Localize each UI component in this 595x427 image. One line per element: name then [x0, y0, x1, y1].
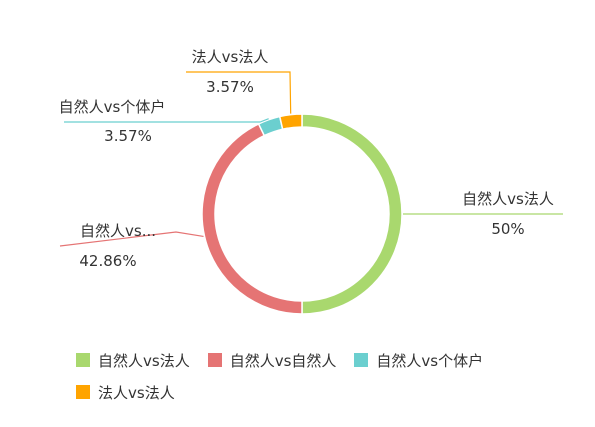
leader-line-natural-vs-individual	[64, 118, 269, 123]
slice-label-percent-natural-vs-natural: 42.86%	[79, 252, 136, 270]
leader-line-natural-vs-natural	[59, 231, 204, 247]
slice-label-percent-legal-vs-legal: 3.57%	[206, 78, 254, 96]
legend-item-natural-vs-individual[interactable]: 自然人vs个体户	[354, 350, 483, 371]
legend-item-natural-vs-legal[interactable]: 自然人vs法人	[76, 350, 190, 371]
slice-label-name-legal-vs-legal: 法人vs法人	[192, 48, 269, 66]
legend-label: 法人vs法人	[98, 383, 175, 402]
legend-swatch	[354, 353, 369, 367]
legend-item-natural-vs-natural[interactable]: 自然人vs自然人	[207, 350, 337, 371]
leader-lines-group	[59, 71, 563, 247]
slice-natural-vs-individual[interactable]	[257, 115, 284, 137]
legend-item-legal-vs-legal[interactable]: 法人vs法人	[76, 382, 175, 403]
slice-natural-vs-natural[interactable]	[201, 122, 303, 315]
slice-label-name-natural-vs-natural: 自然人vs...	[80, 222, 156, 240]
legend-row-2: 法人vs法人	[76, 382, 576, 402]
slice-natural-vs-legal[interactable]	[301, 113, 403, 315]
legend-row-1: 自然人vs法人 自然人vs自然人 自然人vs个体户	[76, 350, 576, 370]
legend: 自然人vs法人 自然人vs自然人 自然人vs个体户 法人vs法人	[76, 350, 576, 414]
legend-label: 自然人vs法人	[98, 351, 190, 370]
slice-label-name-natural-vs-legal: 自然人vs法人	[462, 190, 554, 208]
leader-line-legal-vs-legal	[186, 71, 292, 114]
legend-label: 自然人vs个体户	[376, 351, 484, 370]
slice-label-percent-natural-vs-legal: 50%	[491, 220, 524, 238]
slice-legal-vs-legal[interactable]	[278, 113, 303, 131]
legend-swatch	[76, 353, 90, 367]
legend-swatch	[76, 385, 90, 399]
slices-group	[201, 113, 403, 315]
slice-label-name-natural-vs-individual: 自然人vs个体户	[59, 98, 166, 116]
slice-labels-group: 自然人vs法人 50% 自然人vs... 42.86% 自然人vs个体户 3.57% 法人v…	[59, 48, 554, 270]
slice-label-percent-natural-vs-individual: 3.57%	[104, 127, 152, 145]
legend-swatch	[207, 353, 222, 367]
legend-label: 自然人vs自然人	[229, 351, 337, 370]
